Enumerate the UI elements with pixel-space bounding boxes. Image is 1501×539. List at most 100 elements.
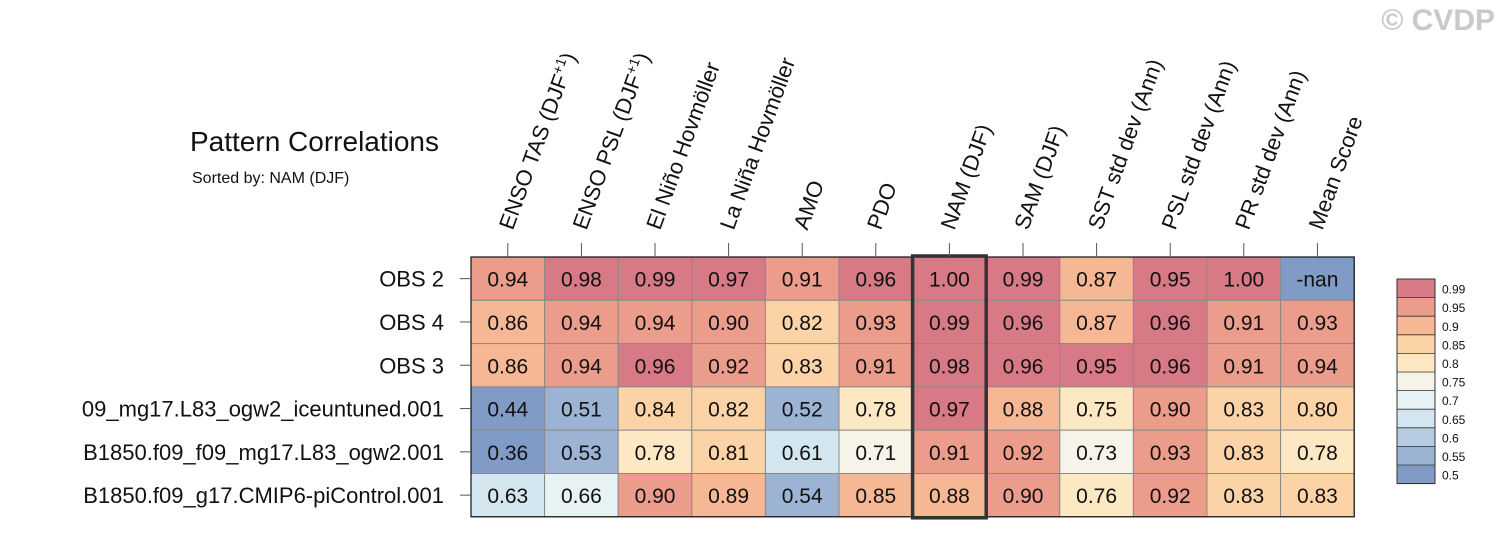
cell-value-label: 0.78 xyxy=(855,399,896,422)
cell-value-label: 0.78 xyxy=(635,442,676,465)
heatmap-cell xyxy=(470,473,546,518)
cell-value-label: 0.96 xyxy=(1003,312,1044,335)
row-label: 09_mg17.L83_ogw2_iceuntuned.001 xyxy=(82,397,444,422)
cell-value-label: 0.96 xyxy=(1003,355,1044,378)
colorbar-tick-label: 0.7 xyxy=(1442,394,1459,408)
column-label: NAM (DJF) xyxy=(936,121,997,233)
cell-value-label: 0.96 xyxy=(855,269,896,292)
cell-value-label: 0.80 xyxy=(1297,399,1338,422)
column-label: SST std dev (Ann) xyxy=(1083,56,1168,233)
column-label: PDO xyxy=(862,179,902,232)
heatmap-cell xyxy=(764,299,840,345)
cell-value-label: 0.93 xyxy=(855,312,896,335)
cell-value-label: 0.76 xyxy=(1076,485,1117,508)
heatmap-cell xyxy=(985,473,1061,518)
heatmap-cell xyxy=(544,256,619,301)
cell-value-label: 0.97 xyxy=(708,269,749,292)
row-label: B1850.f09_g17.CMIP6-piControl.001 xyxy=(83,483,444,508)
cell-value-label: 0.93 xyxy=(1297,312,1338,335)
colorbar-segment xyxy=(1397,279,1435,298)
cell-value-label: 0.92 xyxy=(708,355,749,378)
cell-value-label: 0.96 xyxy=(1150,312,1191,335)
copyright-label: © CVDP xyxy=(1381,4,1495,37)
cell-value-label: 0.90 xyxy=(1150,399,1191,422)
heatmap-cell xyxy=(544,386,619,431)
cell-value-label: 0.71 xyxy=(855,442,896,465)
colorbar-segment xyxy=(1397,409,1435,428)
heatmap-cell xyxy=(764,429,840,475)
heatmap-cell xyxy=(838,429,914,475)
column-label: ENSO TAS (DJF+1) xyxy=(493,49,581,233)
cell-value-label: 0.94 xyxy=(635,312,676,335)
chart-subtitle: Sorted by: NAM (DJF) xyxy=(192,170,350,187)
heatmap-cell xyxy=(691,343,766,388)
cell-value-label: 0.94 xyxy=(561,355,602,378)
cell-value-label: 0.91 xyxy=(782,269,823,292)
heatmap-cell xyxy=(1280,429,1355,475)
cell-value-label: 0.75 xyxy=(1076,399,1117,422)
heatmap-cell xyxy=(985,429,1061,475)
colorbar-segment xyxy=(1397,297,1435,317)
cell-value-label: 0.84 xyxy=(635,399,676,422)
colorbar-tick-label: 0.5 xyxy=(1442,469,1459,483)
cell-value-label: 0.93 xyxy=(1150,442,1191,465)
colorbar-segment xyxy=(1397,446,1435,465)
cell-value-label: 0.89 xyxy=(708,485,749,508)
cell-value-label: 0.82 xyxy=(782,312,823,335)
heatmap-cell xyxy=(764,473,840,518)
cell-value-label: 0.97 xyxy=(929,399,970,422)
cell-value-label: 0.52 xyxy=(782,399,823,422)
colorbar-tick-label: 0.95 xyxy=(1442,301,1466,315)
cell-value-label: 0.82 xyxy=(708,399,749,422)
colorbar-segment xyxy=(1397,316,1435,335)
heatmap-cell xyxy=(1059,299,1134,345)
column-label: SAM (DJF) xyxy=(1009,122,1070,233)
colorbar-segment xyxy=(1397,427,1435,447)
cell-value-label: 0.88 xyxy=(1003,399,1044,422)
cell-value-label: 0.99 xyxy=(635,269,676,292)
heatmap-cell xyxy=(1206,386,1282,431)
heatmap-cell xyxy=(1206,429,1282,475)
cell-value-label: 0.99 xyxy=(929,312,970,335)
colorbar-tick-label: 0.55 xyxy=(1442,450,1466,464)
cell-value-label: 0.87 xyxy=(1076,312,1117,335)
column-label: Mean Score xyxy=(1304,113,1368,233)
cell-value-label: 0.81 xyxy=(708,442,749,465)
heatmap-cell xyxy=(1206,256,1282,301)
cell-value-label: 0.83 xyxy=(1223,399,1264,422)
column-label: La Niña Hovmöller xyxy=(715,54,800,233)
row-label: B1850.f09_f09_mg17.L83_ogw2.001 xyxy=(83,440,444,465)
cell-value-label: 0.94 xyxy=(487,269,528,292)
colorbar-tick-label: 0.75 xyxy=(1442,376,1466,390)
heatmap-cell xyxy=(470,386,546,431)
heatmap-cell xyxy=(838,386,914,431)
heatmap-cell xyxy=(617,386,693,431)
heatmap-cell xyxy=(1132,386,1208,431)
cell-value-label: 0.53 xyxy=(561,442,602,465)
heatmap-cell xyxy=(1132,473,1208,518)
cell-value-label: 0.78 xyxy=(1297,442,1338,465)
heatmap-cell xyxy=(1206,473,1282,518)
cell-value-label: 0.83 xyxy=(1297,485,1338,508)
cell-value-label: 0.92 xyxy=(1003,442,1044,465)
cell-value-label: 0.83 xyxy=(1223,485,1264,508)
cell-value-label: 0.99 xyxy=(1003,269,1044,292)
cell-value-label: 0.91 xyxy=(1223,355,1264,378)
cell-value-label: 0.90 xyxy=(708,312,749,335)
cell-value-label: -nan xyxy=(1296,269,1338,292)
cell-value-label: 0.91 xyxy=(929,442,970,465)
colorbar-tick-label: 0.9 xyxy=(1442,320,1459,334)
colorbar-tick-label: 0.85 xyxy=(1442,338,1466,352)
heatmap-cell xyxy=(1280,256,1355,301)
cell-value-label: 0.86 xyxy=(487,355,528,378)
colorbar-tick-label: 0.99 xyxy=(1442,283,1466,297)
cell-value-label: 0.66 xyxy=(561,485,602,508)
heatmap-cell xyxy=(1280,343,1355,388)
colorbar-segment xyxy=(1397,465,1435,484)
cell-value-label: 0.44 xyxy=(487,399,528,422)
cell-value-label: 0.92 xyxy=(1150,485,1191,508)
chart-title: Pattern Correlations xyxy=(190,126,440,157)
colorbar-tick-label: 0.6 xyxy=(1442,431,1459,445)
cell-value-label: 0.94 xyxy=(1297,355,1338,378)
colorbar-segment xyxy=(1397,353,1435,372)
